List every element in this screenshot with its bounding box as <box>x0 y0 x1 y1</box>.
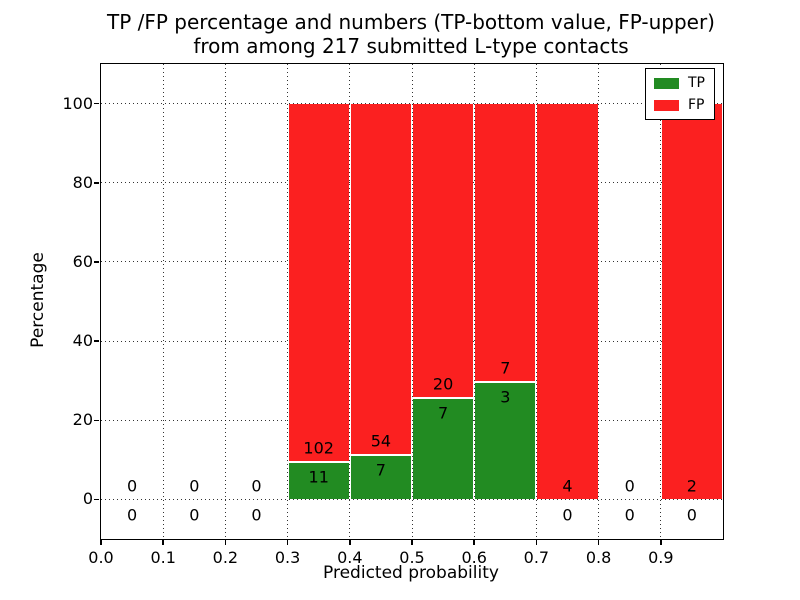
x-tick-0.5 <box>411 540 413 545</box>
x-tick-label-0.2: 0.2 <box>212 548 239 567</box>
bar-fp-segment-6 <box>475 103 536 381</box>
x-tick-label-0.0: 0.0 <box>88 548 114 567</box>
x-tick-0.7 <box>535 540 538 545</box>
fp-count-label-0: 0 <box>127 476 138 496</box>
tp-count-label-5: 7 <box>438 403 449 423</box>
tp-swatch <box>654 77 679 89</box>
bar-tp-segment-6 <box>475 380 536 500</box>
legend-label-fp: FP <box>688 97 705 113</box>
legend-entry-tp: TP <box>654 76 705 90</box>
fp-count-label-2: 0 <box>251 476 262 496</box>
x-tick-label-0.3: 0.3 <box>274 548 301 567</box>
y-tick-40 <box>94 340 99 342</box>
bar-fp-segment-7 <box>537 103 598 500</box>
tp-count-label-9: 0 <box>686 505 697 525</box>
y-tick-label-40: 40 <box>72 331 93 351</box>
y-tick-20 <box>94 419 99 421</box>
y-tick-label-100: 100 <box>62 93 93 113</box>
bar-tp-segment-4 <box>350 453 411 500</box>
bar-fp-segment-4 <box>350 103 411 454</box>
x-tick-label-0.7: 0.7 <box>523 548 550 567</box>
fp-count-label-1: 0 <box>189 476 200 496</box>
gridline-x-0.1 <box>162 64 164 539</box>
x-tick-0.0 <box>100 540 102 545</box>
x-tick-0.3 <box>286 540 289 545</box>
fp-count-label-3: 102 <box>303 438 334 458</box>
legend: TP FP <box>645 68 715 120</box>
gridline-x-0.9 <box>660 64 662 539</box>
y-tick-label-20: 20 <box>72 410 93 430</box>
bar-fp-segment-9 <box>661 103 722 500</box>
tp-count-label-3: 11 <box>308 467 329 487</box>
legend-label-tp: TP <box>688 75 705 91</box>
chart-title-line1: TP /FP percentage and numbers (TP-bottom… <box>107 10 715 34</box>
bar-fp-segment-3 <box>288 103 349 461</box>
y-tick-0 <box>94 498 99 501</box>
x-tick-0.9 <box>660 540 662 545</box>
tp-count-label-2: 0 <box>251 505 262 525</box>
x-tick-label-0.5: 0.5 <box>399 548 425 567</box>
gridline-x-0.3 <box>287 64 289 539</box>
x-tick-0.2 <box>224 540 227 545</box>
x-tick-label-0.1: 0.1 <box>150 548 176 567</box>
y-tick-label-60: 60 <box>72 251 93 271</box>
fp-count-label-7: 4 <box>562 476 573 496</box>
fp-count-label-6: 7 <box>500 358 511 378</box>
x-axis-label: Predicted probability <box>323 563 499 583</box>
chart-title: TP /FP percentage and numbers (TP-bottom… <box>100 10 722 58</box>
tp-count-label-8: 0 <box>624 505 635 525</box>
gridline-x-0.4 <box>349 64 351 539</box>
tp-count-label-4: 7 <box>375 460 386 480</box>
fp-count-label-4: 54 <box>370 431 392 451</box>
x-tick-label-0.9: 0.9 <box>648 548 674 567</box>
gridline-x-0.2 <box>224 64 226 539</box>
tp-count-label-1: 0 <box>189 505 200 525</box>
plot-area: 0 0 0 0 0 0 102 11 54 7 20 7 7 3 4 0 0 0 2 0 0.0 0.1 0.2 0.3 0.4… <box>62 63 724 567</box>
tp-count-label-7: 0 <box>562 505 573 525</box>
x-tick-label-0.4: 0.4 <box>337 548 363 567</box>
x-tick-0.4 <box>349 540 351 545</box>
bar-fp-segment-5 <box>413 103 474 397</box>
y-tick-label-0: 0 <box>82 489 93 509</box>
y-tick-80 <box>94 182 99 184</box>
tp-count-label-6: 3 <box>500 387 511 406</box>
x-tick-label-0.8: 0.8 <box>585 548 612 567</box>
fp-count-label-5: 20 <box>432 374 454 394</box>
y-tick-label-80: 80 <box>72 172 93 192</box>
bar-tp-segment-3 <box>288 460 349 500</box>
gridline-x-0.8 <box>598 64 600 539</box>
x-tick-0.8 <box>597 540 600 545</box>
legend-entry-fp: FP <box>654 98 705 112</box>
x-tick-0.6 <box>473 540 475 545</box>
y-tick-60 <box>94 261 99 263</box>
gridline-x-0.7 <box>535 64 537 539</box>
x-tick-label-0.6: 0.6 <box>461 548 487 567</box>
x-tick-0.1 <box>162 540 164 545</box>
bar-tp-segment-5 <box>413 396 474 500</box>
chart-title-line2: from among 217 submitted L-type contacts <box>193 34 629 58</box>
fp-swatch <box>654 99 679 111</box>
tp-count-label-0: 0 <box>127 505 138 525</box>
gridline-x-0.6 <box>473 64 475 539</box>
fp-count-label-8: 0 <box>624 476 635 496</box>
y-tick-100 <box>94 102 99 105</box>
gridline-x-0.5 <box>411 64 413 539</box>
fp-count-label-9: 2 <box>686 476 697 496</box>
